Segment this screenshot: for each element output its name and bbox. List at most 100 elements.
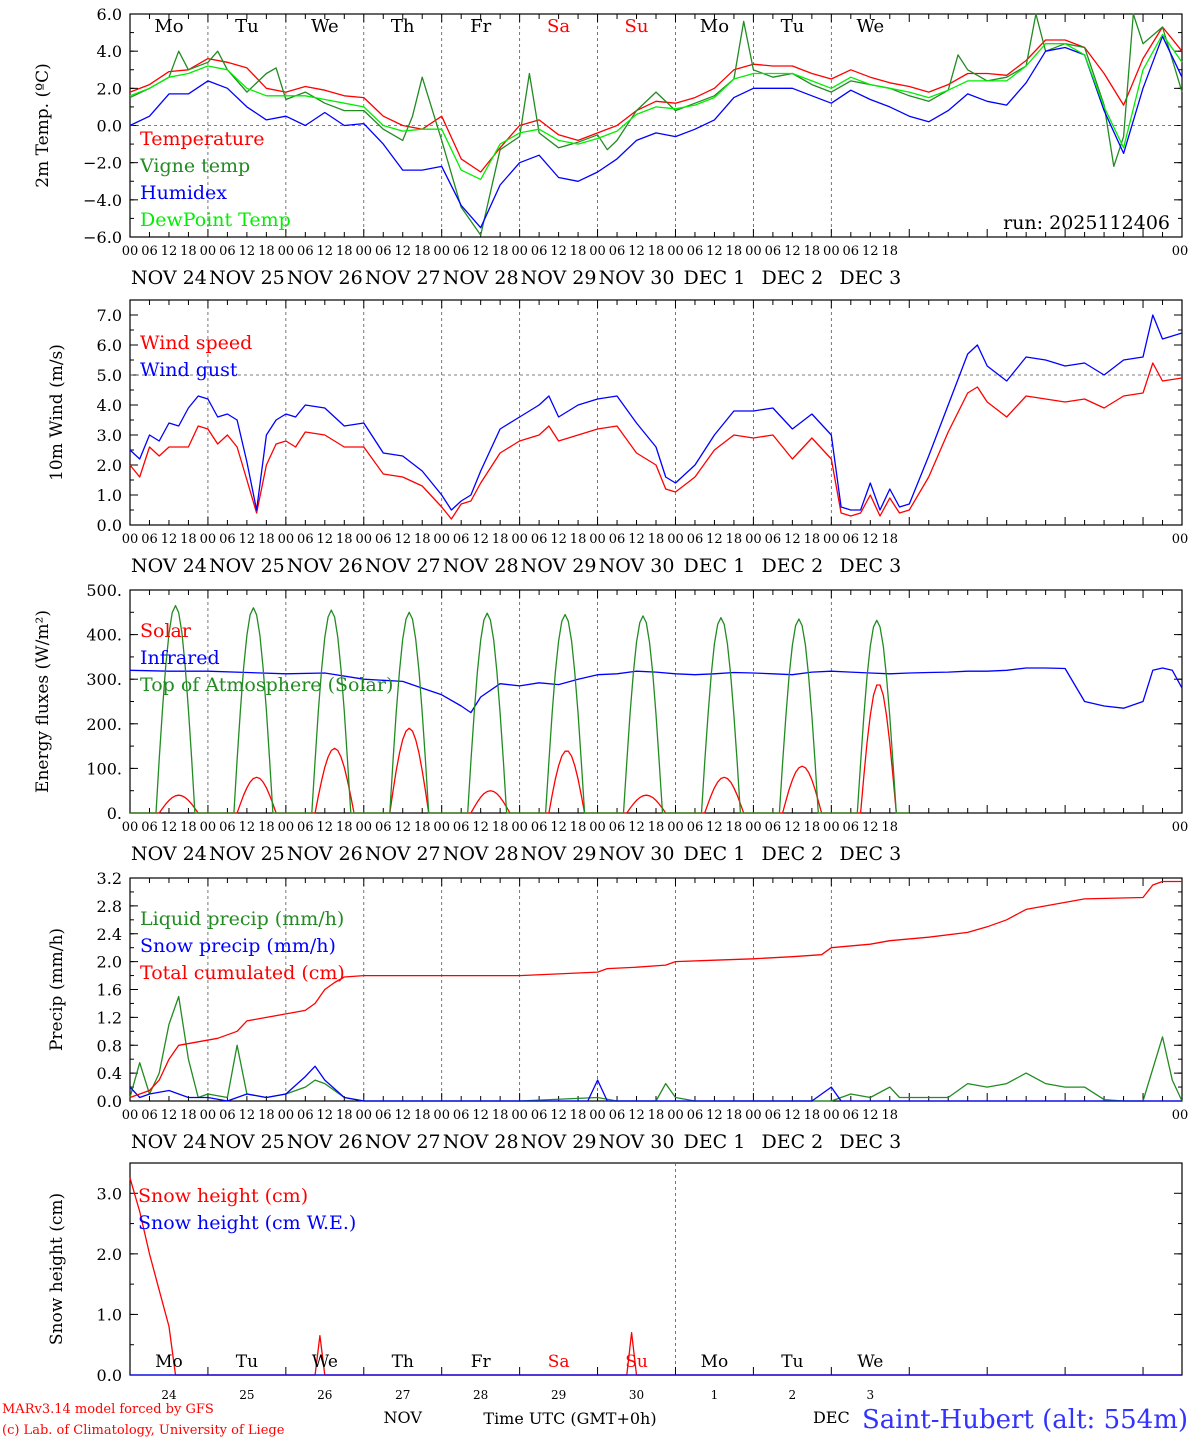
y-tick-label: 4.0 — [97, 42, 122, 61]
y-tick-label: 2.0 — [97, 456, 122, 475]
date-label: DEC 1 — [684, 1131, 746, 1153]
month-label: NOV — [384, 1408, 423, 1427]
y-tick-label: 500. — [86, 581, 122, 600]
hour-tick-label: 06 — [297, 244, 314, 259]
date-label: NOV 27 — [365, 843, 441, 865]
series-line — [129, 1177, 1182, 1376]
hour-tick-label: 00 — [122, 244, 139, 259]
legend-entry: Vigne temp — [139, 155, 250, 177]
hour-tick-label: 00 — [823, 244, 840, 259]
hour-tick-label: 00 — [433, 244, 450, 259]
hour-tick-label: 00 — [1172, 820, 1189, 835]
hour-tick-label: 12 — [628, 532, 645, 547]
weekday-label: Tu — [781, 1352, 803, 1372]
hour-tick-label: 00 — [1172, 244, 1189, 259]
y-tick-label: 5.0 — [97, 366, 122, 385]
date-label: NOV 28 — [443, 555, 519, 577]
hour-tick-label: 12 — [550, 244, 567, 259]
hour-tick-label: 12 — [628, 820, 645, 835]
hour-tick-label: 18 — [726, 820, 743, 835]
hour-tick-label: 18 — [336, 244, 353, 259]
hour-tick-label: 12 — [472, 532, 489, 547]
hour-tick-label: 06 — [453, 244, 470, 259]
date-label: DEC 2 — [761, 267, 823, 289]
weekday-label: We — [857, 1352, 883, 1372]
y-tick-label: 2.4 — [97, 925, 122, 944]
hour-tick-label: 18 — [492, 244, 509, 259]
hour-tick-label: 18 — [180, 532, 197, 547]
legend-entry: Temperature — [140, 128, 264, 150]
hour-tick-label: 06 — [609, 244, 626, 259]
y-axis-label: 2m Temp. (ºC) — [33, 63, 53, 188]
hour-tick-label: 18 — [180, 1108, 197, 1123]
hour-tick-label: 00 — [356, 1108, 373, 1123]
hour-tick-label: 12 — [784, 532, 801, 547]
hour-tick-label: 00 — [278, 532, 295, 547]
hour-tick-label: 06 — [375, 820, 392, 835]
hour-tick-label: 00 — [122, 820, 139, 835]
hour-tick-label: 12 — [161, 1108, 178, 1123]
hour-tick-label: 18 — [414, 532, 431, 547]
hour-tick-label: 06 — [219, 244, 236, 259]
date-label: NOV 24 — [131, 267, 207, 289]
y-tick-label: 4.0 — [97, 396, 122, 415]
hour-tick-label: 00 — [433, 1108, 450, 1123]
hour-tick-label: 00 — [823, 532, 840, 547]
hour-tick-label: 18 — [570, 1108, 587, 1123]
hour-tick-label: 12 — [317, 820, 334, 835]
hour-tick-label: 00 — [356, 244, 373, 259]
weekday-label: Fr — [470, 16, 491, 37]
series-line — [130, 604, 910, 814]
hour-tick-label: 06 — [375, 1108, 392, 1123]
hour-tick-label: 18 — [882, 244, 899, 259]
hour-tick-label: 12 — [706, 532, 723, 547]
hour-tick-label: 06 — [453, 820, 470, 835]
legend-entry: Top of Atmosphere (Solar) — [140, 674, 393, 696]
y-tick-label: 7.0 — [97, 306, 122, 325]
weekday-label: Mo — [154, 16, 183, 37]
weekday-label: Su — [625, 1352, 648, 1372]
legend-entry: Snow precip (mm/h) — [140, 935, 336, 957]
series-line — [129, 880, 1182, 1099]
hour-tick-label: 18 — [492, 532, 509, 547]
date-label: DEC 3 — [839, 1131, 901, 1153]
hour-tick-label: 00 — [511, 532, 528, 547]
hour-tick-label: 06 — [609, 1108, 626, 1123]
month-label: DEC — [813, 1408, 850, 1427]
panel-wind: 0.0 1.0 2.0 3.0 4.0 5.0 6.0 7.0 10m Wind (m/s) Wi… — [47, 299, 1189, 577]
y-tick-label: 0. — [107, 804, 122, 823]
weekday-label: Tu — [781, 16, 805, 37]
hour-tick-label: 12 — [706, 1108, 723, 1123]
date-label: DEC 2 — [761, 843, 823, 865]
hour-tick-label: 18 — [258, 820, 275, 835]
hour-tick-label: 00 — [667, 1108, 684, 1123]
hour-tick-label: 12 — [862, 820, 879, 835]
hour-tick-label: 18 — [258, 244, 275, 259]
hour-tick-label: 12 — [394, 1108, 411, 1123]
y-tick-label: 1.2 — [97, 1008, 122, 1027]
hour-tick-label: 00 — [823, 820, 840, 835]
hour-tick-label: 18 — [414, 820, 431, 835]
date-label: NOV 26 — [287, 1131, 363, 1153]
weekday-label: Mo — [700, 16, 729, 37]
legend-entry: Wind speed — [140, 332, 252, 354]
hour-tick-label: 18 — [570, 244, 587, 259]
hour-tick-label: 06 — [375, 244, 392, 259]
hour-tick-label: 06 — [687, 244, 704, 259]
hour-tick-label: 00 — [200, 820, 217, 835]
date-label: NOV 30 — [599, 1131, 675, 1153]
hour-tick-label: 06 — [531, 1108, 548, 1123]
series-line — [129, 314, 1183, 511]
y-axis-label: Energy fluxes (W/m²) — [33, 610, 53, 793]
hour-tick-label: 12 — [239, 820, 256, 835]
legend-entry: Wind gust — [140, 359, 238, 381]
series-line — [129, 33, 1183, 181]
weekday-label: Tu — [236, 1352, 258, 1372]
date-label: NOV 24 — [131, 555, 207, 577]
hour-tick-label: 18 — [882, 1108, 899, 1123]
day-number-label: 27 — [395, 1388, 410, 1402]
date-label: DEC 3 — [839, 555, 901, 577]
model-credit: MARv3.14 model forced by GFS — [2, 1402, 214, 1417]
hour-tick-label: 00 — [1172, 532, 1189, 547]
date-label: DEC 1 — [684, 555, 746, 577]
